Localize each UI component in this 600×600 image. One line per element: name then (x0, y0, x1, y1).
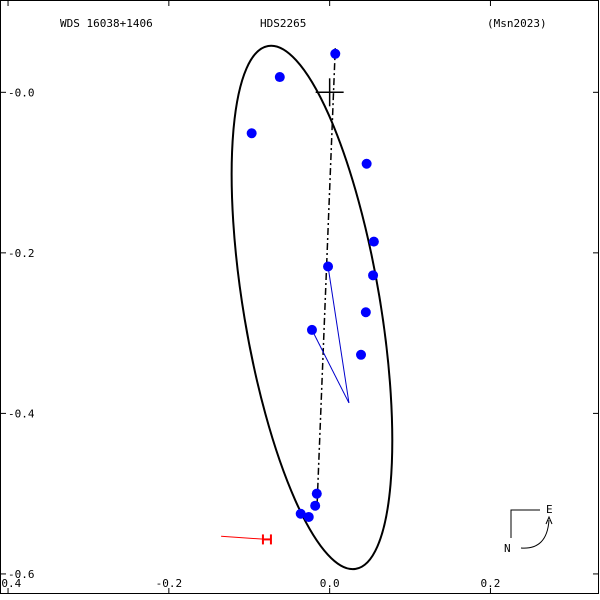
observation-point-4 (368, 236, 379, 247)
y-tick-labels: -0.0 -0.2 -0.4 -0.6 (8, 86, 35, 581)
y-tick-label-0: -0.0 (8, 86, 35, 99)
observation-point-2 (246, 128, 257, 139)
compass-north-label: N (504, 542, 511, 555)
observation-point-0 (330, 48, 341, 59)
x-tick-labels: -0.4 -0.2 0.0 0.2 (0, 577, 500, 590)
observation-point-12 (323, 261, 334, 272)
line-of-nodes (316, 48, 337, 513)
x-tick-label-0: -0.4 (0, 577, 22, 590)
residual-lines (311, 266, 350, 404)
observation-point-9 (310, 500, 321, 511)
observation-points (246, 48, 379, 522)
observation-point-7 (356, 349, 367, 360)
primary-star-cross (315, 78, 344, 107)
observation-point-3 (361, 158, 372, 169)
compass-bracket (510, 509, 540, 538)
header-left-label: WDS 16038+1406 (60, 17, 153, 30)
red-measure (221, 534, 272, 545)
observation-point-5 (368, 270, 379, 281)
y-tick-label-3: -0.6 (8, 568, 35, 581)
orbit-ellipse (230, 44, 394, 571)
header-right-label: (Msn2023) (487, 17, 547, 30)
observation-point-6 (360, 307, 371, 318)
residual-line-1 (311, 329, 350, 404)
compass-rose: E N (504, 503, 553, 555)
compass-arc (520, 519, 550, 549)
residual-line-0 (327, 266, 350, 404)
observation-point-13 (306, 324, 317, 335)
observation-point-11 (295, 508, 306, 519)
observation-point-8 (311, 488, 322, 499)
chart-title: HDS2265 (260, 17, 306, 30)
compass-arrowhead (545, 515, 553, 525)
observation-point-1 (274, 72, 285, 83)
y-tick-label-2: -0.4 (8, 407, 35, 420)
compass-east-label: E (546, 503, 553, 516)
observation-point-10 (303, 511, 314, 522)
x-tick-label-2: 0.0 (320, 577, 340, 590)
x-tick-label-1: -0.2 (156, 577, 183, 590)
y-tick-label-1: -0.2 (8, 247, 35, 260)
x-tick-label-3: 0.2 (481, 577, 501, 590)
red-measure-line (221, 535, 267, 540)
